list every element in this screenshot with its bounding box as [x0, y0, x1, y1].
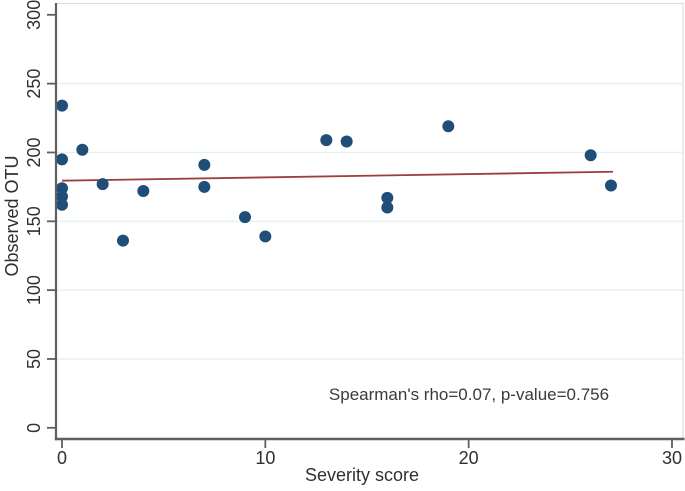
y-tick-label-300: 300 [24, 0, 44, 30]
y-tick-label-150: 150 [24, 206, 44, 236]
data-point [604, 179, 617, 192]
data-point [584, 149, 597, 162]
y-tick-label-100: 100 [24, 275, 44, 305]
data-point [116, 234, 129, 247]
data-point [442, 120, 455, 133]
y-tick-label-250: 250 [24, 69, 44, 99]
x-tick-label-10: 10 [255, 448, 275, 468]
data-point [56, 182, 68, 195]
stats-annotation: Spearman's rho=0.07, p-value=0.756 [329, 385, 609, 404]
data-point [381, 191, 394, 204]
data-point [259, 230, 272, 243]
y-tick-label-0: 0 [24, 423, 44, 433]
data-point [56, 153, 68, 166]
x-tick-label-30: 30 [662, 448, 682, 468]
data-point [198, 158, 211, 171]
y-tick-label-200: 200 [24, 137, 44, 167]
trend-line [61, 170, 614, 182]
data-point [76, 143, 89, 156]
y-tick-label-50: 50 [24, 349, 44, 369]
data-point [381, 201, 394, 214]
data-point [56, 190, 68, 203]
y-axis-title: Observed OTU [2, 155, 22, 276]
data-point [137, 185, 150, 198]
data-point [238, 211, 251, 224]
data-point [56, 198, 68, 211]
data-point [340, 135, 353, 148]
data-point [198, 180, 211, 193]
x-tick-label-0: 0 [57, 448, 67, 468]
chart-generated-layer: 0 50 100 150 200 250 300 0 10 20 30 [24, 0, 685, 468]
data-point [320, 134, 333, 147]
x-tick-label-20: 20 [459, 448, 479, 468]
x-axis-title: Severity score [305, 465, 419, 485]
data-point [56, 99, 68, 112]
data-point [96, 178, 109, 191]
